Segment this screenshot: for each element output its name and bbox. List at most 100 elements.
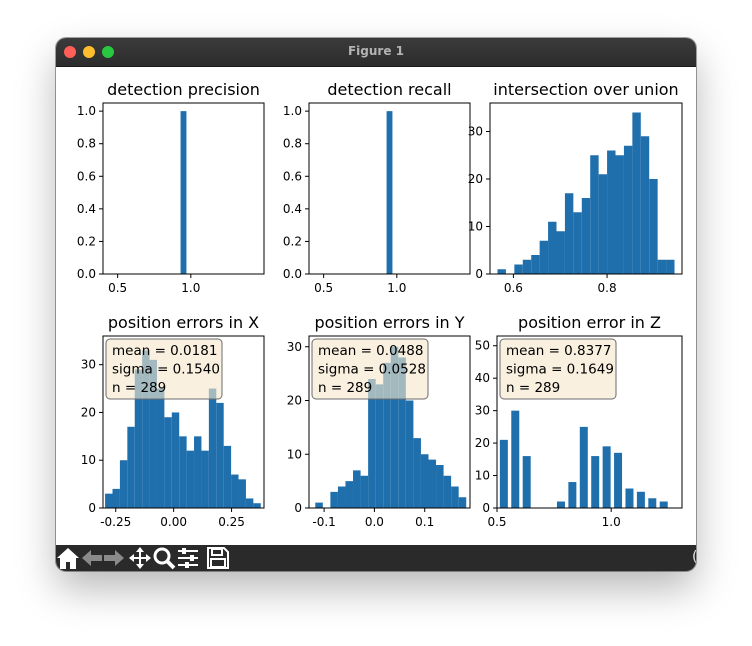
histogram-bar xyxy=(657,259,667,274)
histogram-bar xyxy=(451,486,459,508)
stats-n-label: n = 289 xyxy=(506,380,560,396)
histogram-bar xyxy=(253,503,261,508)
subplot-2: detection recall 0.5 1.0 0.0 0.2 0.4 0.6 0.8 1.0 xyxy=(283,80,471,295)
subplot-title: detection recall xyxy=(327,80,451,99)
x-tick-label: 0.6 xyxy=(504,281,523,295)
y-tick-label: 30 xyxy=(475,404,490,418)
histogram-bar xyxy=(368,379,376,508)
x-tick-label: 0.1 xyxy=(415,515,434,529)
histogram-bar xyxy=(186,450,195,508)
y-tick-label: 40 xyxy=(475,371,490,385)
home-icon[interactable] xyxy=(56,546,80,570)
title-bar: Figure 1 xyxy=(56,38,696,67)
histogram-bar xyxy=(623,145,633,274)
subplot-title: position errors in X xyxy=(108,313,259,332)
x-tick-label: 0.5 xyxy=(314,281,333,295)
configure-subplots-icon[interactable] xyxy=(176,546,200,570)
y-tick-label: 0.2 xyxy=(283,234,302,248)
histogram-bar xyxy=(564,193,574,274)
y-tick-label: 30 xyxy=(81,358,96,372)
histogram-bar xyxy=(413,438,421,508)
y-tick-label: 0.4 xyxy=(283,202,302,216)
axes-frame xyxy=(489,102,683,275)
histogram-bar xyxy=(390,346,399,508)
y-tick-label: 20 xyxy=(81,405,96,419)
histogram-bar xyxy=(640,136,650,274)
axes-frame xyxy=(102,335,265,509)
window-title: Figure 1 xyxy=(347,44,405,58)
axes-frame xyxy=(496,335,683,509)
y-tick-label: 20 xyxy=(287,394,302,408)
zoom-icon[interactable] xyxy=(152,546,176,570)
stats-mean-label: mean = 0.0488 xyxy=(318,343,423,359)
y-tick-label: 0.0 xyxy=(283,267,302,281)
subplot-title: position error in Z xyxy=(518,313,661,332)
stats-box xyxy=(499,338,617,400)
y-tick-label: 10 xyxy=(468,220,483,234)
histogram-bar xyxy=(105,493,113,508)
x-tick-label: 0.0 xyxy=(365,515,384,529)
histogram-bar xyxy=(386,111,393,274)
histogram-bar xyxy=(337,486,346,508)
back-icon[interactable] xyxy=(80,546,104,570)
histogram-bar xyxy=(581,198,591,274)
x-tick-label: 0.5 xyxy=(487,515,506,529)
y-tick-label: 30 xyxy=(468,125,483,139)
histogram-bar xyxy=(579,426,588,508)
x-tick-label: 1.0 xyxy=(602,515,621,529)
stats-box xyxy=(105,338,223,400)
x-tick-label: 0.25 xyxy=(218,515,245,529)
pan-icon[interactable] xyxy=(128,546,152,570)
histogram-bar xyxy=(171,412,180,508)
stats-mean-label: mean = 0.0181 xyxy=(112,343,217,359)
histogram-bar xyxy=(353,470,361,508)
histogram-bar xyxy=(514,264,523,274)
forward-icon[interactable] xyxy=(102,546,126,570)
y-tick-label: 0.6 xyxy=(283,169,302,183)
histogram-bar xyxy=(119,460,128,508)
x-tick-label: 0.5 xyxy=(108,281,127,295)
histogram-bar xyxy=(231,474,239,508)
y-tick-label: 20 xyxy=(468,172,483,186)
minimize-window-button[interactable] xyxy=(83,46,95,58)
histogram-bar xyxy=(573,212,582,274)
x-tick-label: 1.0 xyxy=(181,281,200,295)
figure-canvas: detection precision 0.5 1.0 0.0 0.2 0.4 0.6 0.8… xyxy=(77,80,683,529)
y-tick-label: 0.6 xyxy=(77,169,96,183)
histogram-bar xyxy=(648,498,657,508)
subplot-5: position errors in Y -0.1 0.0 0.1 0 10 20 30 mea… xyxy=(287,313,471,529)
histogram-bar xyxy=(590,155,599,274)
y-tick-label: 0.8 xyxy=(77,137,96,151)
histogram-bar xyxy=(443,475,452,508)
histogram-bar xyxy=(345,481,354,508)
histogram-bar xyxy=(556,501,565,508)
histogram-bar xyxy=(548,221,557,274)
histogram-bar xyxy=(208,388,217,508)
y-tick-label: 50 xyxy=(475,339,490,353)
x-tick-label: -0.25 xyxy=(100,515,131,529)
histogram-bar xyxy=(194,436,202,508)
histogram-bar xyxy=(383,362,391,508)
x-tick-label: 0.8 xyxy=(598,281,617,295)
toolbar-coordinate-label: ( xyxy=(692,549,696,565)
histogram-bar xyxy=(164,417,172,508)
histogram-bar xyxy=(625,488,634,508)
axes-frame xyxy=(102,102,265,275)
x-tick-label: 0.00 xyxy=(160,515,187,529)
y-tick-label: 0.0 xyxy=(77,267,96,281)
close-window-button[interactable] xyxy=(64,46,76,58)
histogram-bar xyxy=(632,112,641,274)
y-tick-label: 10 xyxy=(81,453,96,467)
histogram-bar xyxy=(591,456,600,508)
maximize-window-button[interactable] xyxy=(102,46,114,58)
stats-n-label: n = 289 xyxy=(318,380,372,396)
subplot-title: intersection over union xyxy=(493,80,678,99)
save-icon[interactable] xyxy=(206,546,230,570)
histogram-bar xyxy=(315,502,323,508)
histogram-bar xyxy=(436,465,444,508)
y-tick-label: 10 xyxy=(287,447,302,461)
histogram-bar xyxy=(511,410,520,508)
histogram-bar xyxy=(615,155,624,274)
histogram-bar xyxy=(156,388,165,508)
histogram-bar xyxy=(330,491,338,508)
